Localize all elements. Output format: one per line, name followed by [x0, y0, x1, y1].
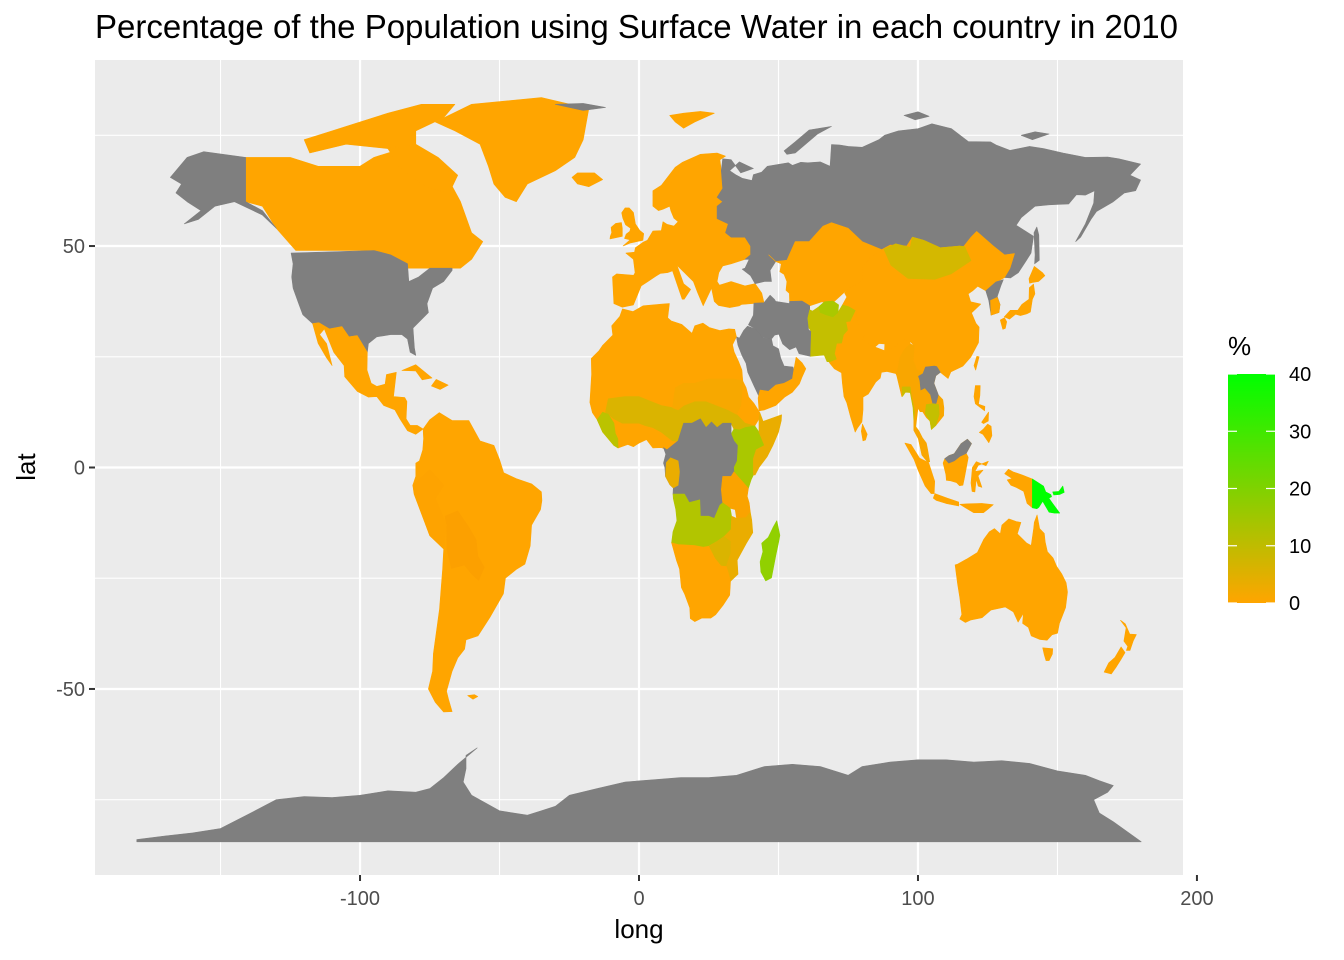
region-philippines-mindanao — [978, 423, 993, 444]
region-afghanistan-north — [818, 300, 839, 318]
region-severnaya-zemlya — [903, 111, 930, 121]
region-kazakhstan-central-asia — [768, 222, 883, 307]
region-taiwan — [973, 355, 980, 371]
region-papua-new-guinea — [1032, 478, 1060, 514]
region-laos-vietnam — [918, 365, 941, 406]
region-myanmar-central — [901, 386, 915, 421]
region-sulawesi — [970, 460, 989, 493]
region-sudan-chad-niger-mid — [672, 378, 744, 415]
region-guinea-sierra-leone-liberia — [596, 411, 619, 449]
region-new-guinea-west-indonesia — [1004, 468, 1033, 509]
x-tick-label: 100 — [901, 888, 934, 910]
region-iceland — [571, 172, 604, 187]
region-oman-yemen — [757, 356, 807, 412]
region-hokkaido — [1028, 266, 1046, 284]
region-usa — [290, 250, 453, 356]
region-sri-lanka — [860, 423, 868, 442]
legend-tick-label: 10 — [1289, 536, 1311, 558]
y-axis-title: lat — [11, 452, 41, 480]
region-java — [932, 493, 960, 507]
y-tick-label: -50 — [56, 679, 85, 701]
x-axis-title: long — [614, 914, 663, 944]
region-cambodia — [924, 403, 940, 430]
x-tick-label: 200 — [1180, 888, 1213, 910]
region-ireland — [609, 222, 623, 240]
region-falklands — [467, 694, 479, 700]
region-somalia-djibouti — [753, 412, 782, 476]
region-sumatra — [904, 442, 936, 494]
region-mexico-central-america — [312, 322, 424, 435]
y-tick-label: 50 — [63, 236, 85, 258]
region-timor-lesser-sundas — [959, 503, 994, 514]
region-tasmania — [1042, 647, 1053, 661]
region-canadian-arctic-archipelago — [303, 104, 456, 154]
x-tick-label: 0 — [633, 888, 644, 910]
region-iran-iraq — [748, 294, 816, 357]
region-ellesmere-island — [554, 103, 606, 111]
region-gabon-congo-west — [665, 457, 680, 489]
region-zimbabwe — [708, 536, 731, 567]
region-south-korea — [990, 297, 1001, 316]
region-australia — [954, 514, 1068, 641]
region-great-britain — [621, 207, 645, 247]
x-axis: -100 0 100 200 — [340, 875, 1214, 910]
region-madagascar — [759, 520, 781, 582]
legend-tick-label: 20 — [1289, 479, 1311, 501]
region-alaska — [170, 151, 277, 229]
region-nz-north-island — [1120, 619, 1137, 651]
legend-ticks: 0 10 20 30 40 — [1228, 364, 1311, 615]
region-philippines-luzon — [973, 385, 986, 412]
region-nz-south-island — [1103, 646, 1126, 675]
legend-tick-label: 30 — [1289, 421, 1311, 443]
region-new-siberian-islands — [1020, 131, 1050, 140]
legend-tick-label: 40 — [1289, 364, 1311, 386]
region-novaya-zemlya — [783, 126, 832, 155]
region-bolivia-paraguay — [444, 510, 485, 581]
y-tick-label: 0 — [74, 458, 85, 480]
legend-title: % — [1228, 331, 1251, 361]
y-axis: -50 0 50 — [56, 236, 95, 701]
region-scandinavia-north — [652, 152, 726, 196]
country-regions — [136, 97, 1142, 843]
region-hispaniola — [431, 379, 449, 390]
region-borneo-north-malaysia — [944, 438, 972, 464]
x-tick-label: -100 — [340, 888, 380, 910]
region-kyushu — [999, 317, 1008, 330]
chart-title: Percentage of the Population using Surfa… — [95, 8, 1178, 45]
region-cuba — [401, 364, 433, 381]
region-sakhalin — [1033, 226, 1040, 265]
region-antarctica — [136, 747, 1142, 843]
region-mongolia — [883, 236, 972, 280]
region-greenland — [434, 97, 590, 202]
region-baffin-island — [387, 143, 459, 194]
color-legend: % 0 10 20 30 40 — [1228, 331, 1311, 615]
region-philippines-visayas — [981, 411, 989, 424]
region-svalbard — [669, 111, 715, 129]
region-new-britain — [1052, 485, 1065, 496]
legend-tick-label: 0 — [1289, 593, 1300, 615]
region-japan-honshu — [1003, 283, 1036, 320]
region-peru — [412, 469, 447, 549]
